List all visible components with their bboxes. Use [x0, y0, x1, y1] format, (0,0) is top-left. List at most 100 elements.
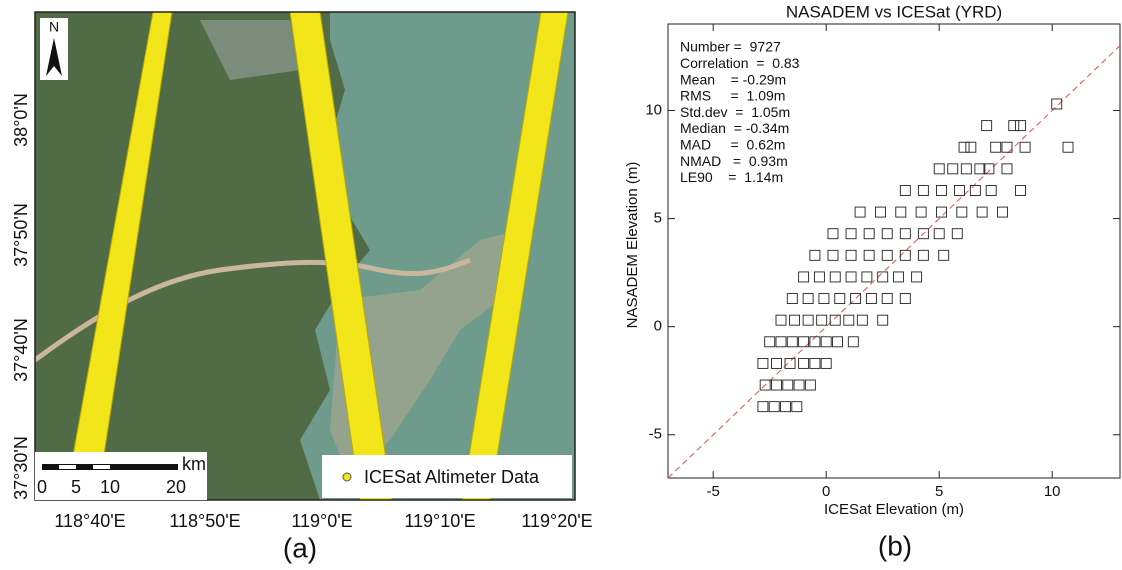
- point: [821, 337, 831, 347]
- point: [799, 272, 809, 282]
- point: [846, 272, 856, 282]
- y-tick-label: -5: [649, 426, 662, 443]
- point: [1016, 121, 1026, 131]
- lat-label: 37°30'N: [11, 436, 31, 500]
- point: [936, 207, 946, 217]
- point: [975, 164, 985, 174]
- point: [896, 207, 906, 217]
- point: [918, 250, 928, 260]
- point: [771, 358, 781, 368]
- point: [810, 250, 820, 260]
- lon-label: 119°20'E: [521, 511, 592, 531]
- point: [948, 164, 958, 174]
- lat-label: 38°0'N: [11, 93, 31, 147]
- point: [790, 315, 800, 325]
- point: [912, 272, 922, 282]
- point: [1002, 164, 1012, 174]
- y-axis-label: NASADEM Elevation (m): [624, 162, 641, 329]
- x-tick-label: 10: [1044, 483, 1061, 500]
- stat-line: Median = -0.34m: [680, 120, 789, 136]
- point: [830, 315, 840, 325]
- point: [835, 294, 845, 304]
- point: [758, 402, 768, 412]
- point: [1009, 121, 1019, 131]
- point: [769, 402, 779, 412]
- point: [830, 272, 840, 282]
- stat-line: RMS = 1.09m: [680, 88, 785, 104]
- point: [952, 229, 962, 239]
- scale-bar-segment: [59, 465, 76, 469]
- figure: N km 0 5 10 20 ICESat Altimeter Data 38°…: [0, 0, 1122, 570]
- point: [916, 207, 926, 217]
- scale-label: 20: [166, 477, 186, 497]
- stat-line: Mean = -0.29m: [680, 71, 786, 87]
- stat-line: Correlation = 0.83: [680, 55, 800, 71]
- point: [846, 229, 856, 239]
- stat-line: Number = 9727: [680, 39, 781, 55]
- stat-line: MAD = 0.62m: [680, 137, 785, 153]
- x-tick-label: 0: [822, 483, 830, 500]
- scale-label: 0: [37, 477, 47, 497]
- point: [828, 229, 838, 239]
- x-tick-label: 5: [935, 483, 943, 500]
- point: [878, 315, 888, 325]
- point: [765, 337, 775, 347]
- point: [1020, 142, 1030, 152]
- x-axis-label: ICESat Elevation (m): [824, 501, 964, 518]
- point: [799, 358, 809, 368]
- point: [959, 142, 969, 152]
- lon-label: 119°10'E: [404, 511, 475, 531]
- point: [997, 207, 1007, 217]
- point: [977, 207, 987, 217]
- point: [787, 294, 797, 304]
- point: [939, 250, 949, 260]
- point: [900, 229, 910, 239]
- point: [1063, 142, 1073, 152]
- point: [857, 315, 867, 325]
- point: [1052, 99, 1062, 109]
- point: [785, 358, 795, 368]
- point: [810, 337, 820, 347]
- point: [771, 380, 781, 390]
- point: [955, 185, 965, 195]
- point: [934, 164, 944, 174]
- point: [882, 294, 892, 304]
- point: [794, 380, 804, 390]
- point: [821, 358, 831, 368]
- panel-label: (a): [283, 532, 317, 563]
- point: [882, 250, 892, 260]
- y-tick-label: 10: [645, 101, 662, 118]
- point: [828, 250, 838, 260]
- point: [781, 402, 791, 412]
- point: [961, 164, 971, 174]
- point: [864, 250, 874, 260]
- point: [878, 272, 888, 282]
- point: [900, 250, 910, 260]
- point: [844, 315, 854, 325]
- point: [864, 229, 874, 239]
- point: [776, 337, 786, 347]
- point: [817, 315, 827, 325]
- scale-label: 10: [100, 477, 120, 497]
- scale-bar-segment: [93, 465, 110, 469]
- point: [758, 358, 768, 368]
- point: [900, 185, 910, 195]
- point: [810, 358, 820, 368]
- point: [833, 337, 843, 347]
- point: [991, 142, 1001, 152]
- scale-label: 5: [71, 477, 81, 497]
- point: [855, 207, 865, 217]
- lat-label: 37°40'N: [11, 318, 31, 382]
- stat-line: LE90 = 1.14m: [680, 169, 783, 185]
- y-tick-label: 0: [654, 318, 662, 335]
- chart-title: NASADEM vs ICESat (YRD): [786, 2, 1002, 21]
- lon-label: 119°0'E: [291, 511, 352, 531]
- point: [982, 121, 992, 131]
- point: [986, 185, 996, 195]
- scale-unit: km: [182, 454, 206, 474]
- point: [1016, 185, 1026, 195]
- point: [792, 402, 802, 412]
- point: [894, 272, 904, 282]
- point: [776, 315, 786, 325]
- point: [805, 380, 815, 390]
